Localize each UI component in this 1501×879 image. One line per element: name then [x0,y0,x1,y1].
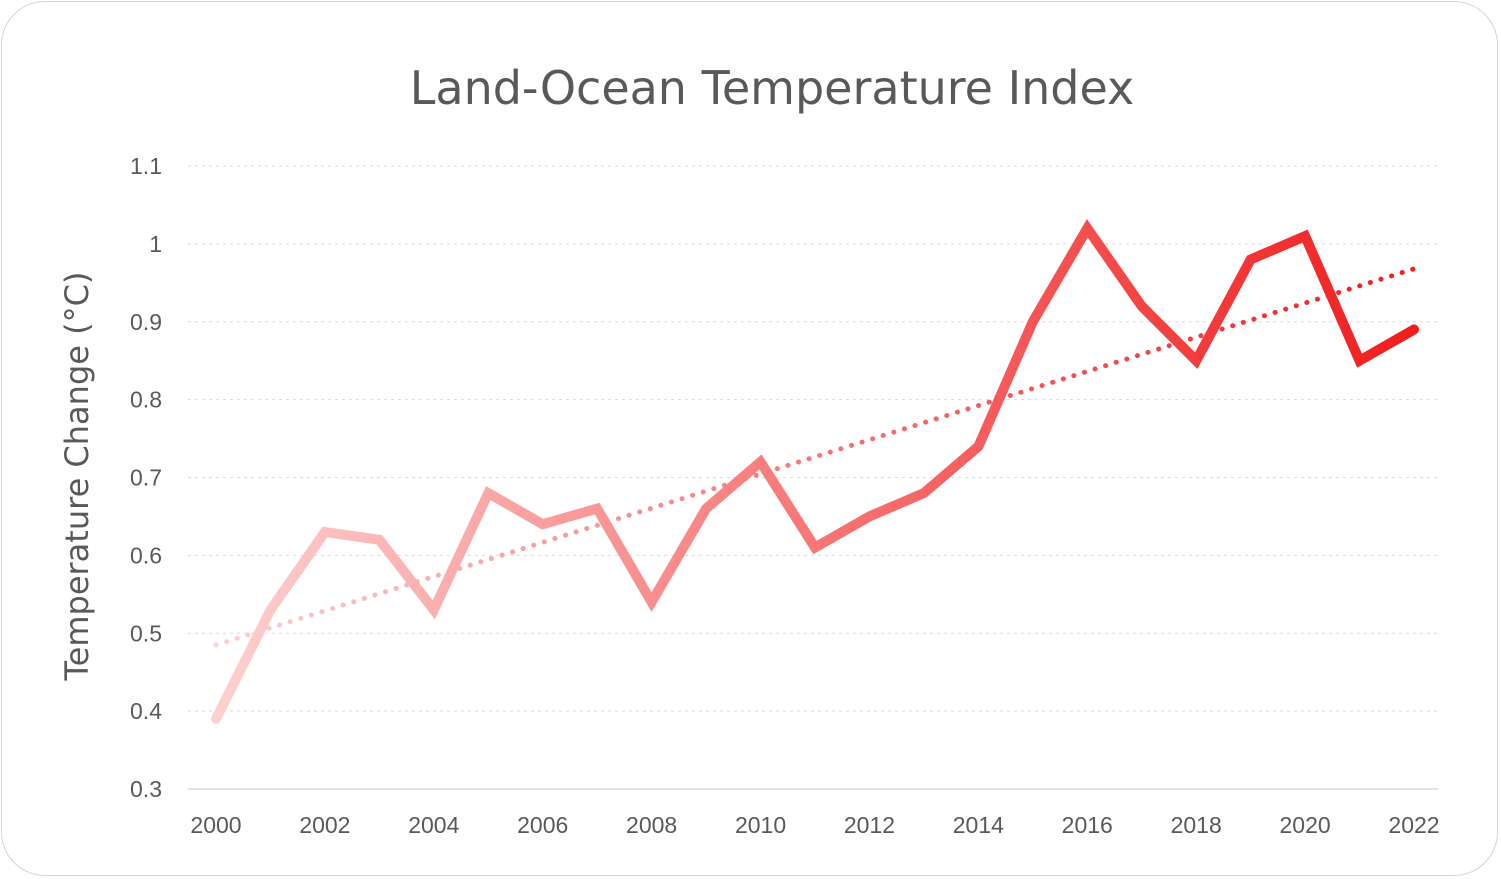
x-tick-label: 2004 [408,812,459,838]
y-tick-label: 0.4 [130,698,162,724]
series-layer [211,219,1419,724]
y-tick-label: 0.7 [130,465,162,491]
y-axis-ticks: 0.3 0.4 0.5 0.6 0.7 0.8 0.9 1 1.1 [130,153,162,802]
y-tick-label: 0.9 [130,309,162,335]
x-tick-label: 2000 [190,812,241,838]
y-tick-label: 1.1 [130,153,162,179]
x-tick-label: 2022 [1388,812,1439,838]
y-tick-label: 0.8 [130,387,162,413]
x-tick-label: 2008 [626,812,677,838]
y-tick-label: 0.3 [130,776,162,802]
x-tick-label: 2020 [1280,812,1331,838]
x-tick-label: 2016 [1062,812,1113,838]
gridlines [188,165,1438,790]
series-line [211,219,1419,724]
chart-title: Land-Ocean Temperature Index [410,61,1134,115]
x-tick-label: 2018 [1171,812,1222,838]
x-tick-label: 2006 [517,812,568,838]
x-tick-label: 2002 [299,812,350,838]
x-tick-label: 2014 [953,812,1004,838]
y-tick-label: 0.6 [130,542,162,568]
trendline-layer [213,266,1417,648]
y-axis-title: Temperature Change (°C) [58,272,96,682]
y-tick-label: 0.5 [130,620,162,646]
trendline [213,266,1417,648]
x-tick-label: 2012 [844,812,895,838]
x-axis-ticks: 2000 2002 2004 2006 2008 2010 2012 2014 2016 2018… [190,812,1439,838]
y-tick-label: 1 [149,231,162,257]
x-tick-label: 2010 [735,812,786,838]
